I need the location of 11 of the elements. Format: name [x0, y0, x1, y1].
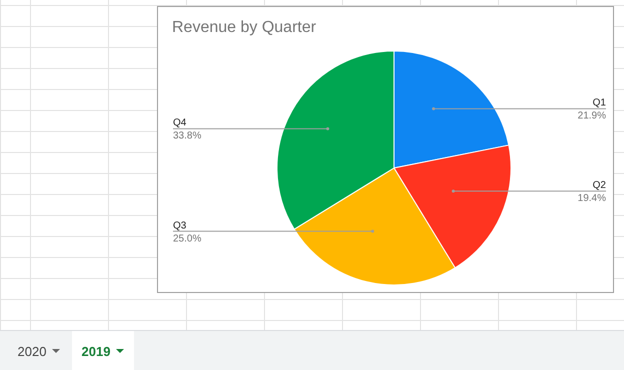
data-label: 33.8%	[173, 130, 202, 142]
chart-title: Revenue by Quarter	[172, 19, 316, 37]
text: 2019	[82, 344, 110, 358]
data-label: 19.4%	[578, 193, 606, 204]
slice-label: Q1	[592, 98, 606, 109]
slice-label: Q3	[173, 220, 187, 232]
data-label: 21.9%	[578, 110, 606, 122]
data-label: 25.0%	[173, 233, 202, 244]
slice-label: Q4	[173, 118, 187, 129]
slice-label: Q2	[592, 180, 606, 192]
text: 2020	[18, 344, 46, 358]
